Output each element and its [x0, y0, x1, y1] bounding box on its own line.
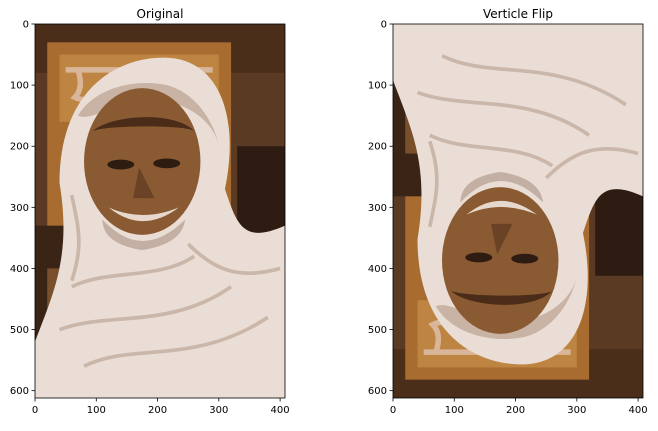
right-y-tick-label: 400 — [368, 264, 387, 275]
left-y-tick-label: 0 — [23, 20, 29, 31]
right-chart-title: Verticle Flip — [483, 7, 553, 21]
left-x-tick-label: 100 — [87, 405, 106, 416]
right-x-tick-label: 400 — [629, 405, 648, 416]
left-y-tick-label: 300 — [10, 203, 29, 214]
left-x-tick-label: 300 — [209, 405, 228, 416]
left-x-tick-label: 200 — [148, 405, 167, 416]
vertically-flipped-image — [393, 24, 643, 398]
right-y-tick-label: 0 — [381, 20, 387, 31]
right-x-tick-label: 300 — [567, 405, 586, 416]
right-y-tick-label: 500 — [368, 325, 387, 336]
left-chart-title: Original — [137, 7, 184, 21]
right-y-tick-label: 200 — [368, 142, 387, 153]
left-y-tick-label: 400 — [10, 264, 29, 275]
left-y-tick-label: 200 — [10, 142, 29, 153]
left-y-tick-label: 100 — [10, 81, 29, 92]
left-y-tick-label: 500 — [10, 325, 29, 336]
right-x-tick-label: 200 — [506, 405, 525, 416]
right-y-tick-label: 100 — [368, 81, 387, 92]
right-axes-frame — [392, 23, 644, 399]
right-y-tick-label: 300 — [368, 203, 387, 214]
left-x-tick-label: 400 — [271, 405, 290, 416]
left-x-tick-label: 0 — [32, 405, 38, 416]
right-x-tick-label: 0 — [390, 405, 396, 416]
right-x-tick-label: 100 — [445, 405, 464, 416]
left-y-tick-label: 600 — [10, 386, 29, 397]
left-axes-frame — [34, 23, 286, 399]
right-y-tick-label: 600 — [368, 386, 387, 397]
original-image — [35, 24, 285, 398]
